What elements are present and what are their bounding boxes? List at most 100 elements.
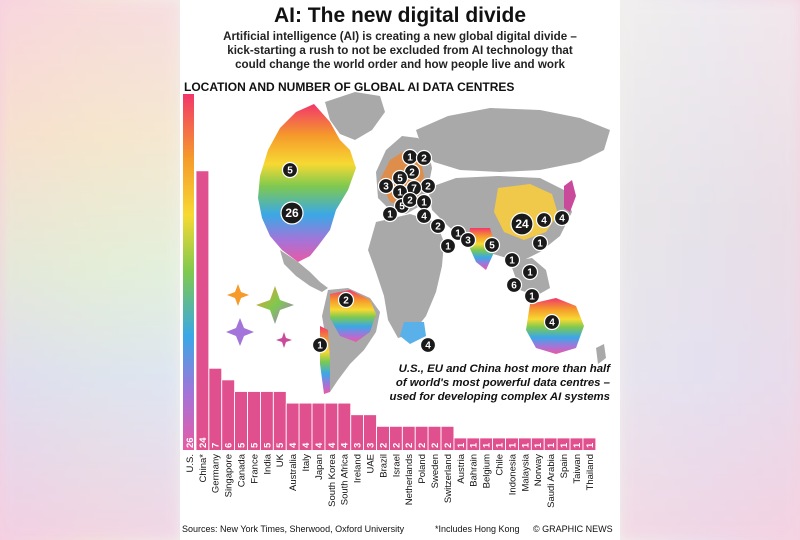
marker-circle [535,211,553,229]
marker-value: 1 [445,242,451,253]
bar [364,415,377,450]
marker-value: 5 [489,241,495,252]
annotation-line: used for developing complex AI systems [389,391,611,403]
marker-circle [377,177,395,195]
map-marker: 2 [429,217,447,235]
marker-value: 7 [411,184,417,195]
map-marker: 6 [505,276,523,294]
category-label: Ireland [353,454,364,483]
infographic-subtitle: Artificial intelligence (AI) is creating… [190,30,610,72]
bar [273,391,286,450]
category-label: Malaysia [520,453,531,491]
category-label: China* [198,454,209,483]
bar [531,438,544,450]
map-marker: 3 [377,177,395,195]
category-label: Israel [391,454,402,477]
map-marker: 4 [543,313,561,331]
bar [402,426,415,450]
bar-value-label: 4 [327,442,338,448]
map-marker: 5 [281,161,299,179]
map-marker: 1 [521,263,539,281]
marker-circle [483,236,501,254]
marker-value: 1 [387,210,393,221]
bar [415,426,428,450]
category-label: Chile [494,454,505,476]
section-title: LOCATION AND NUMBER OF GLOBAL AI DATA CE… [184,80,515,94]
annotation-line: of world's most powerful data centres – [395,377,610,389]
bar-value-label: 5 [262,442,273,448]
subtitle-line: kick-starting a rush to not be excluded … [227,44,573,57]
marker-value: 1 [529,292,535,303]
marker-circle [429,217,447,235]
marker-circle [510,212,534,236]
bar-value-label: 5 [275,442,286,448]
marker-value: 1 [509,256,515,267]
bar-value-label: 7 [211,443,222,448]
marker-value: 1 [407,153,413,164]
marker-circle [281,161,299,179]
category-label: Spain [559,454,570,478]
bar [325,403,338,450]
marker-circle [531,234,549,252]
bar [312,403,325,450]
bar [222,380,235,450]
category-label: Singapore [224,454,235,497]
marker-circle [521,263,539,281]
category-label: South Korea [327,453,338,507]
bar [376,426,389,450]
bar [570,438,583,450]
marker-value: 4 [425,341,431,352]
bar-value-label: 4 [340,442,351,448]
marker-circle [337,291,355,309]
marker-value: 5 [399,202,405,213]
marker-circle [419,336,437,354]
bar [299,403,312,450]
map-marker: 3 [459,231,477,249]
bar [338,403,351,450]
map-marker: 5 [391,169,409,187]
bar-value-label: 2 [443,443,454,448]
category-label: Japan [314,454,325,480]
map-marker: 26 [280,201,304,225]
sources-note: Sources: New York Times, Sherwood, Oxfor… [182,524,405,534]
subtitle-line: Artificial intelligence (AI) is creating… [223,30,577,43]
map-marker: 1 [439,237,457,255]
bar-value-label: 2 [378,443,389,448]
sparkle-icon [256,286,294,324]
category-label: Brazil [378,454,389,478]
bar-value-label: 5 [249,442,260,448]
marker-value: 4 [421,212,427,223]
land-japan [564,180,576,212]
category-label: Italy [301,454,312,472]
map-marker: 1 [415,193,433,211]
infographic-title: AI: The new digital divide [273,4,527,27]
bar-value-label: 1 [572,442,583,448]
bar-value-label: 4 [301,442,312,448]
map-marker: 4 [415,207,433,225]
bar [428,426,441,450]
bar [518,438,531,450]
marker-value: 2 [409,168,415,179]
bar-value-label: 6 [224,443,235,448]
marker-value: 26 [285,206,299,220]
category-label: Thailand [585,454,596,490]
category-label: France [249,454,260,484]
bar-value-label: 4 [314,442,325,448]
background-right-blur [620,0,800,540]
bar [557,438,570,450]
bar [467,438,480,450]
category-label: Sweden [430,454,441,488]
marker-value: 5 [287,166,293,177]
land-new-zealand [596,344,606,364]
copyright: © GRAPHIC NEWS [533,524,613,534]
sparkle-icon [227,284,249,306]
map-marker: 1 [311,336,329,354]
bar [247,391,260,450]
category-label: Switzerland [443,454,454,503]
category-label: Taiwan [572,454,583,484]
category-label: U.S. [185,454,196,472]
bar-value-label: 1 [520,442,531,448]
sparkle-icon [276,332,292,348]
category-label: Saudi Arabia [546,453,557,508]
